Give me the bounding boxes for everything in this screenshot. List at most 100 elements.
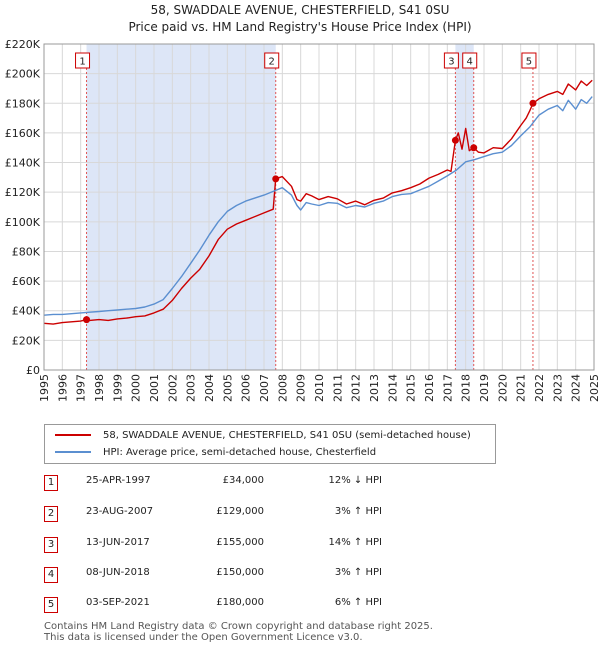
table-row: 1 25-APR-1997 £34,000 12% ↓ HPI xyxy=(0,474,600,491)
x-tick-label: 1999 xyxy=(111,374,124,402)
legend-item-property: 58, SWADDALE AVENUE, CHESTERFIELD, S41 0… xyxy=(55,427,471,443)
sale-price: £34,000 xyxy=(222,475,264,486)
sale-period-band xyxy=(455,44,474,370)
x-tick-label: 1998 xyxy=(93,374,106,402)
sale-price: £180,000 xyxy=(216,597,264,608)
x-tick-label: 2008 xyxy=(276,374,289,402)
x-tick-label: 2021 xyxy=(515,374,528,402)
sale-price: £129,000 xyxy=(216,506,264,517)
sale-number-label: 3 xyxy=(443,52,459,69)
x-tick-label: 2020 xyxy=(496,374,509,402)
sale-number-badge: 5 xyxy=(44,597,58,613)
legend-label-property: 58, SWADDALE AVENUE, CHESTERFIELD, S41 0… xyxy=(103,429,471,441)
x-tick-label: 2004 xyxy=(203,374,216,402)
sale-number-box xyxy=(75,52,91,69)
sale-point xyxy=(451,136,459,144)
hpi-line xyxy=(43,96,593,316)
sale-point xyxy=(529,99,537,107)
x-tick-label: 2025 xyxy=(588,374,600,402)
y-tick-label: £100K xyxy=(5,216,41,229)
sale-price: £155,000 xyxy=(216,537,264,548)
x-tick-label: 2018 xyxy=(460,374,473,402)
legend-item-hpi: HPI: Average price, semi-detached house,… xyxy=(55,444,376,460)
sale-date: 08-JUN-2018 xyxy=(86,567,150,578)
y-tick-label: £20K xyxy=(12,334,41,347)
sale-date: 23-AUG-2007 xyxy=(86,506,154,517)
y-tick-label: £180K xyxy=(5,97,41,110)
footer-licence: This data is licensed under the Open Gov… xyxy=(44,632,363,643)
x-tick-label: 2006 xyxy=(240,374,253,402)
sale-hpi-diff: 6% ↑ HPI xyxy=(334,597,382,608)
sale-number-label: 4 xyxy=(462,52,478,69)
x-tick-label: 2001 xyxy=(148,374,161,402)
x-tick-label: 2010 xyxy=(313,374,326,402)
y-tick-label: £220K xyxy=(5,38,41,51)
x-tick-label: 2009 xyxy=(295,374,308,402)
property-price-line xyxy=(43,79,593,325)
x-tick-label: 2003 xyxy=(185,374,198,402)
x-tick-label: 1997 xyxy=(75,374,88,402)
x-tick-label: 2019 xyxy=(478,374,491,402)
sale-number-label: 1 xyxy=(75,52,91,69)
legend-swatch-hpi xyxy=(55,451,91,453)
sale-point xyxy=(470,144,478,152)
sale-number-badge: 3 xyxy=(44,537,58,553)
x-tick-label: 2015 xyxy=(405,374,418,402)
y-tick-label: £140K xyxy=(5,157,41,170)
sale-hpi-diff: 14% ↑ HPI xyxy=(328,537,382,548)
plot-frame xyxy=(43,43,595,371)
y-tick-label: £40K xyxy=(12,305,41,318)
x-tick-label: 2024 xyxy=(570,374,583,402)
sale-number-text: 2 xyxy=(269,57,275,68)
sale-point xyxy=(83,316,91,324)
table-row: 3 13-JUN-2017 £155,000 14% ↑ HPI xyxy=(0,536,600,553)
chart-title: 58, SWADDALE AVENUE, CHESTERFIELD, S41 0… xyxy=(150,3,450,17)
x-tick-label: 2007 xyxy=(258,374,271,402)
sale-number-box xyxy=(264,52,280,69)
x-tick-label: 2022 xyxy=(533,374,546,402)
y-tick-label: £200K xyxy=(5,68,41,81)
legend-label-hpi: HPI: Average price, semi-detached house,… xyxy=(103,446,377,458)
x-tick-label: 2023 xyxy=(551,374,564,402)
sale-hpi-diff: 3% ↑ HPI xyxy=(334,567,382,578)
sale-date: 25-APR-1997 xyxy=(86,475,151,486)
x-tick-label: 1996 xyxy=(56,374,69,402)
x-tick-label: 2002 xyxy=(166,374,179,402)
sale-period-band xyxy=(86,44,276,370)
x-tick-label: 1995 xyxy=(38,374,51,402)
x-tick-label: 2005 xyxy=(221,374,234,402)
y-tick-label: £60K xyxy=(12,275,41,288)
sale-hpi-diff: 12% ↓ HPI xyxy=(328,475,382,486)
table-row: 2 23-AUG-2007 £129,000 3% ↑ HPI xyxy=(0,505,600,522)
y-tick-label: £120K xyxy=(5,186,41,199)
x-tick-label: 2014 xyxy=(386,374,399,402)
sale-date: 03-SEP-2021 xyxy=(86,597,150,608)
sale-price: £150,000 xyxy=(216,567,264,578)
sale-number-box xyxy=(521,52,537,69)
x-tick-label: 2017 xyxy=(441,374,454,402)
chart-subtitle: Price paid vs. HM Land Registry's House … xyxy=(128,20,472,34)
sale-number-text: 1 xyxy=(79,57,85,68)
y-tick-label: £0 xyxy=(26,364,40,377)
x-tick-label: 2013 xyxy=(368,374,381,402)
table-row: 4 08-JUN-2018 £150,000 3% ↑ HPI xyxy=(0,566,600,583)
sale-hpi-diff: 3% ↑ HPI xyxy=(334,506,382,517)
y-tick-label: £160K xyxy=(5,127,41,140)
sale-number-text: 4 xyxy=(467,57,473,68)
table-row: 5 03-SEP-2021 £180,000 6% ↑ HPI xyxy=(0,596,600,613)
sale-point xyxy=(272,175,280,183)
sale-date: 13-JUN-2017 xyxy=(86,537,150,548)
price-chart: 1 2 3 4 5 £0 £20K £40K £60K £80K £100K £120K £140K £1… xyxy=(5,38,600,402)
legend: 58, SWADDALE AVENUE, CHESTERFIELD, S41 0… xyxy=(44,424,496,464)
x-tick-label: 2000 xyxy=(130,374,143,402)
x-tick-label: 2011 xyxy=(331,374,344,402)
sale-number-badge: 1 xyxy=(44,475,58,491)
x-tick-label: 2012 xyxy=(350,374,363,402)
sale-number-badge: 4 xyxy=(44,567,58,583)
sale-number-text: 3 xyxy=(448,57,454,68)
footer-copyright: Contains HM Land Registry data © Crown c… xyxy=(44,621,433,632)
sale-number-text: 5 xyxy=(526,57,532,68)
legend-swatch-property xyxy=(55,434,91,436)
sale-number-box xyxy=(443,52,459,69)
y-tick-label: £80K xyxy=(12,245,41,258)
